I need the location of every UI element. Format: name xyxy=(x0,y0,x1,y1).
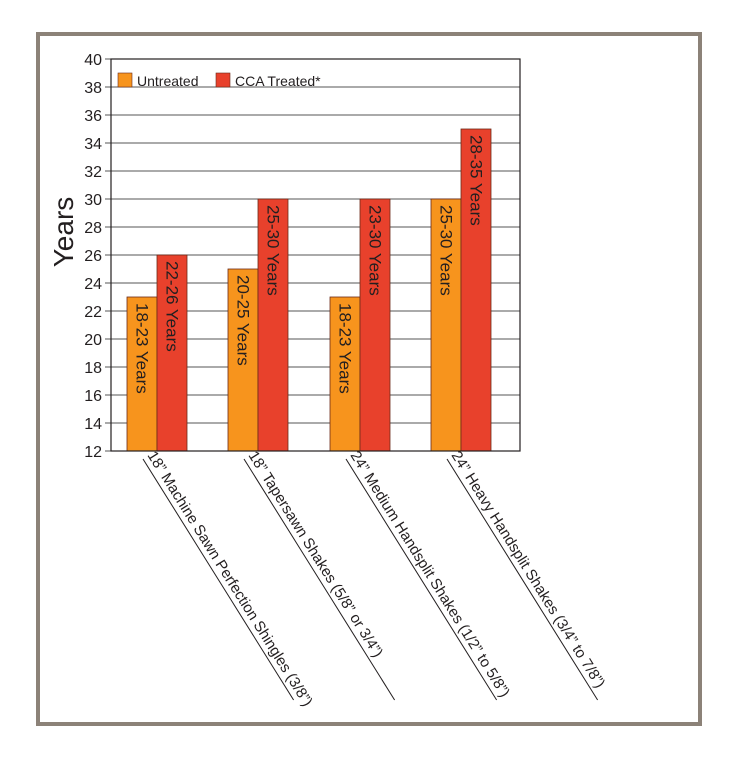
legend-swatch xyxy=(117,72,133,88)
y-tick-label: 26 xyxy=(84,248,102,265)
bar-data-label: 18-23 Years xyxy=(336,303,355,394)
y-tick-label: 32 xyxy=(84,164,102,181)
bar-data-label: 23-30 Years xyxy=(366,205,385,296)
category-leader-line xyxy=(345,458,498,701)
bar-data-label: 18-23 Years xyxy=(133,303,152,394)
y-tick-label: 28 xyxy=(84,220,102,237)
bar xyxy=(227,268,259,452)
category-leader-line xyxy=(446,458,599,701)
bar-data-label: 22-26 Years xyxy=(163,261,182,352)
bar xyxy=(329,296,361,452)
y-tick-label: 36 xyxy=(84,108,102,125)
y-tick-label: 22 xyxy=(84,304,102,321)
y-tick-label: 16 xyxy=(84,388,102,405)
bars-layer xyxy=(126,128,492,452)
y-tick-label: 30 xyxy=(84,192,102,209)
legend: Untreated CCA Treated* xyxy=(117,72,321,89)
legend-swatch xyxy=(215,72,231,88)
y-axis-label: Years xyxy=(48,197,79,268)
bar xyxy=(156,254,188,452)
labels-layer: 18-23 Years 22-26 Years 20-25 Years 25-30 Y… xyxy=(133,135,486,394)
bar xyxy=(430,198,462,452)
y-tick-label: 12 xyxy=(84,444,102,461)
y-tick-label: 40 xyxy=(84,52,102,69)
y-tick-label: 14 xyxy=(84,416,102,433)
bar xyxy=(126,296,158,452)
bar xyxy=(257,198,289,452)
bar-data-label: 25-30 Years xyxy=(437,205,456,296)
x-category-label: 18” Machine Sawn Perfection Shingles (3/… xyxy=(144,448,316,709)
bar xyxy=(460,128,492,452)
y-tick-label: 24 xyxy=(84,276,102,293)
category-leader-line xyxy=(142,458,295,701)
bar-data-label: 20-25 Years xyxy=(234,275,253,366)
bar xyxy=(359,198,391,452)
legend-label: Untreated xyxy=(137,73,198,89)
legend-label: CCA Treated* xyxy=(235,73,321,89)
y-tick-label: 38 xyxy=(84,80,102,97)
bar-data-label: 25-30 Years xyxy=(264,205,283,296)
y-tick-label: 34 xyxy=(84,136,102,153)
y-tick-label: 18 xyxy=(84,360,102,377)
bar-data-label: 28-35 Years xyxy=(467,135,486,226)
plot-border xyxy=(110,58,521,452)
category-leader-line xyxy=(243,458,396,701)
y-tick-label: 20 xyxy=(84,332,102,349)
